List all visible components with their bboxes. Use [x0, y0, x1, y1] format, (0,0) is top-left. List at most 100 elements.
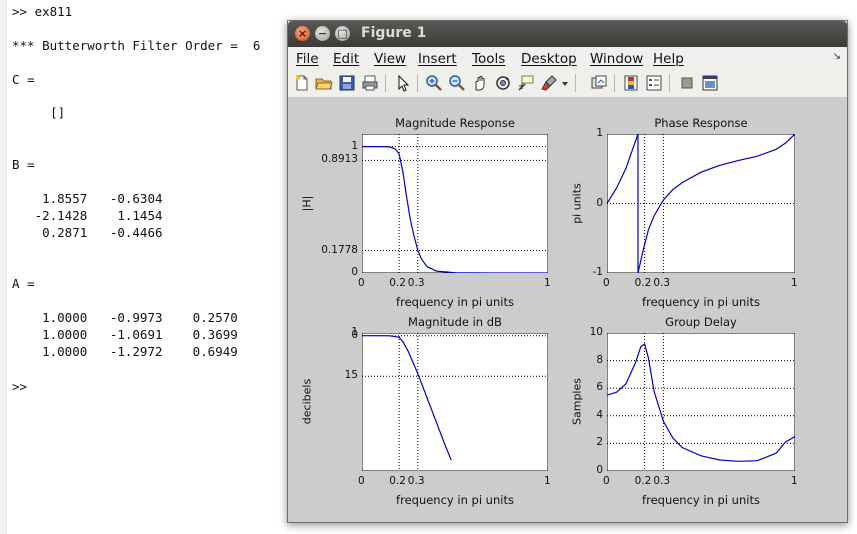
- y-tick-label: 15: [344, 369, 358, 382]
- dock-arrow-icon[interactable]: ↘: [832, 51, 841, 62]
- figure-canvas[interactable]: Magnitude Response 0 0.2 0.3 1 0 0.1778 0.8913 1…: [288, 98, 847, 522]
- save-icon[interactable]: [338, 74, 356, 92]
- show-plot-tools-icon[interactable]: [701, 74, 719, 92]
- menu-file[interactable]: File: [296, 51, 319, 67]
- group-delay-plot[interactable]: [607, 333, 795, 471]
- data-cursor-icon[interactable]: [517, 74, 535, 92]
- console-line: 0.2871 -0.4466: [12, 225, 163, 240]
- y-tick-label: 1: [596, 127, 603, 139]
- y-tick-label: 0.1778: [321, 243, 358, 256]
- console-line: A =: [12, 276, 35, 291]
- magnitude-db-plot[interactable]: [362, 333, 548, 471]
- x-tick-label: 0: [358, 475, 365, 487]
- y-tick-label: 0: [596, 464, 603, 476]
- y-axis-label: decibels: [300, 378, 314, 425]
- menu-desktop[interactable]: Desktop: [521, 51, 577, 67]
- axes-background: [362, 134, 548, 273]
- x-tick-label: 0: [358, 277, 365, 289]
- print-icon[interactable]: [361, 74, 379, 92]
- phase-response-plot[interactable]: [607, 134, 795, 273]
- menu-view[interactable]: View: [374, 51, 407, 67]
- y-tick-label: 4: [596, 408, 603, 421]
- y-tick-label: 0: [351, 266, 358, 278]
- command-window-gutter: [0, 0, 7, 534]
- console-line: B =: [12, 157, 35, 172]
- toolbar-separator: [417, 74, 418, 92]
- menu-insert[interactable]: Insert: [418, 51, 457, 67]
- brush-dropdown-icon[interactable]: [560, 74, 570, 92]
- x-tick-label: 0: [603, 277, 610, 289]
- menu-bar: File Edit View Insert Tools Desktop Wind…: [288, 47, 847, 69]
- series-line: [607, 134, 795, 273]
- menu-edit[interactable]: Edit: [333, 51, 360, 67]
- zoom-in-icon[interactable]: [425, 74, 443, 92]
- series-line: [607, 342, 795, 462]
- x-tick-label: 0.2: [634, 475, 652, 487]
- maximize-icon[interactable]: □: [335, 26, 350, 41]
- pan-icon[interactable]: [471, 74, 489, 92]
- figure-window: × − □ Figure 1 File Edit View Insert Too…: [287, 20, 848, 523]
- series-line: [362, 146, 548, 273]
- toolbar-separator: [385, 74, 386, 92]
- title-bar[interactable]: × − □ Figure 1: [288, 21, 847, 47]
- zoom-out-icon[interactable]: [448, 74, 466, 92]
- plot-title: Group Delay: [665, 315, 737, 329]
- command-prompt[interactable]: >>: [12, 379, 28, 394]
- y-tick-label: 0: [596, 196, 603, 209]
- rotate-3d-icon[interactable]: [494, 74, 512, 92]
- x-tick-label: 0.3: [407, 277, 425, 289]
- minimize-icon[interactable]: −: [315, 26, 330, 41]
- toolbar-separator: [575, 74, 576, 92]
- window-title: Figure 1: [361, 25, 427, 41]
- console-line: >> ex811: [12, 4, 73, 19]
- y-tick-label: 0: [351, 328, 358, 341]
- x-tick-label: 0.2: [389, 475, 406, 487]
- x-tick-label: 0.2: [634, 277, 652, 289]
- console-line: C =: [12, 72, 35, 87]
- console-line: -2.1428 1.1454: [12, 208, 163, 223]
- link-plot-icon[interactable]: [590, 74, 608, 92]
- open-file-icon[interactable]: [315, 74, 333, 92]
- console-line: 1.0000 -1.0691 0.3699: [12, 327, 238, 342]
- new-figure-icon[interactable]: [293, 74, 311, 92]
- y-tick-label: 6: [596, 381, 603, 394]
- x-axis-label: frequency in pi units: [642, 295, 760, 309]
- toolbar-separator: [614, 74, 615, 92]
- brush-icon[interactable]: [540, 74, 558, 92]
- axes-background: [607, 333, 795, 471]
- x-axis-label: frequency in pi units: [396, 493, 514, 507]
- y-tick-label: -1: [592, 266, 603, 278]
- pointer-icon[interactable]: [394, 74, 412, 92]
- x-tick-label: 1: [544, 475, 551, 487]
- console-line: 1.0000 -1.2972 0.6949: [12, 344, 238, 359]
- toolbar-separator: [669, 74, 670, 92]
- console-line: 1.8557 -0.6304: [12, 191, 163, 206]
- x-tick-label: 0: [603, 475, 610, 487]
- x-tick-label: 0.3: [407, 475, 425, 487]
- x-tick-label: 0.3: [653, 277, 671, 289]
- x-tick-label: 1: [791, 475, 798, 487]
- y-tick-label: 1: [351, 326, 358, 338]
- console-line: []: [20, 105, 66, 120]
- plot-title: Magnitude Response: [395, 116, 515, 130]
- x-tick-label: 0.2: [389, 277, 406, 289]
- y-tick-label: 10: [589, 326, 603, 338]
- hide-plot-tools-icon[interactable]: [678, 74, 696, 92]
- axes-background: [362, 333, 548, 471]
- y-axis-label: pi units: [570, 182, 584, 224]
- colorbar-icon[interactable]: [622, 74, 640, 92]
- x-axis-label: frequency in pi units: [396, 295, 514, 309]
- menu-tools[interactable]: Tools: [472, 51, 506, 67]
- y-axis-label: Samples: [570, 378, 584, 425]
- console-line: 1.0000 -0.9973 0.2570: [12, 310, 238, 325]
- menu-window[interactable]: Window: [590, 51, 644, 67]
- magnitude-response-plot[interactable]: [362, 134, 548, 273]
- plot-title: Phase Response: [654, 116, 748, 130]
- y-tick-label: 2: [596, 436, 603, 449]
- close-icon[interactable]: ×: [295, 26, 310, 41]
- y-tick-label: 8: [596, 353, 603, 366]
- plot-title: Magnitude in dB: [408, 315, 502, 329]
- legend-icon[interactable]: [645, 74, 663, 92]
- menu-help[interactable]: Help: [653, 51, 684, 67]
